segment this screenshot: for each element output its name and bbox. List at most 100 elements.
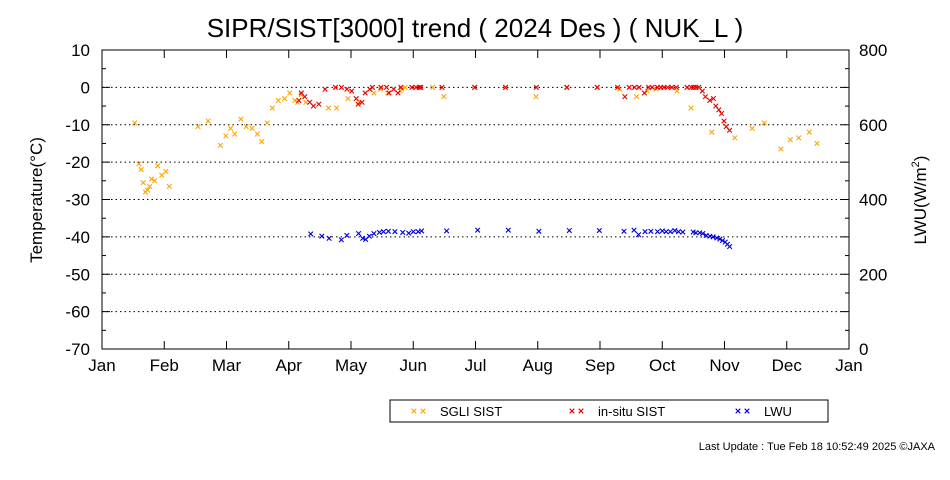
in-situ-sist-point [348, 88, 355, 94]
lwu-point [371, 230, 377, 237]
lwu-point [566, 227, 573, 234]
sgli-sist-point [163, 168, 169, 175]
sgli-sist-point [371, 90, 377, 96]
in-situ-sist-point [721, 118, 727, 124]
legend-label-in-situ-sist: in-situ SIST [598, 404, 665, 419]
in-situ-sist-point [472, 84, 478, 91]
sgli-sist-point [275, 97, 281, 104]
y-tick-label: -20 [65, 153, 90, 172]
lwu-point [326, 235, 332, 242]
in-situ-sist-point [395, 90, 401, 96]
in-situ-sist-point [398, 84, 404, 91]
legend-marker [411, 408, 417, 414]
y2-tick-label: 800 [859, 41, 887, 60]
in-situ-sist-point [710, 95, 717, 102]
legend-marker [578, 408, 584, 414]
lwu-point [710, 234, 716, 240]
sgli-sist-point [325, 105, 332, 111]
lwu-point [376, 229, 383, 236]
sgli-sist-point [259, 138, 265, 145]
chart-title: SIPR/SIST[3000] trend ( 2024 Des ) ( NUK… [207, 13, 744, 43]
y2-axis-label: LWU(W/m2) [910, 156, 930, 245]
sgli-sist-point [688, 105, 694, 111]
x-tick-label: Sep [585, 356, 615, 375]
in-situ-sist-point [702, 94, 709, 100]
x-tick-label: Oct [649, 356, 676, 375]
lwu-point [400, 229, 406, 236]
lwu-point [410, 228, 417, 235]
lwu-point [719, 237, 726, 244]
sgli-sist-point [345, 95, 351, 102]
legend-marker [735, 408, 741, 414]
lwu-point [418, 228, 425, 234]
lwu-point [380, 228, 387, 235]
y2-tick-label: 400 [859, 191, 887, 210]
lwu-point [596, 227, 603, 234]
y-tick-label: -30 [65, 191, 90, 210]
in-situ-sist-point [533, 84, 540, 91]
x-tick-label: Aug [523, 356, 553, 375]
legend-box [389, 399, 829, 423]
in-situ-sist-point [302, 94, 308, 100]
lwu-point [631, 227, 637, 233]
in-situ-sist-point [669, 84, 675, 91]
sgli-sist-point [333, 105, 340, 111]
lwu-point [675, 228, 682, 235]
legend-marker [744, 408, 750, 414]
in-situ-sist-point [359, 99, 365, 106]
sgli-sist-point [385, 90, 391, 96]
y-axis-label: Temperature(°C) [27, 137, 46, 263]
sgli-sist-point [281, 95, 288, 102]
in-situ-sist-point [362, 90, 368, 96]
sgli-sist-point [146, 183, 153, 190]
in-situ-sist-point [726, 127, 733, 134]
lwu-point [717, 236, 723, 242]
lwu-point [648, 228, 654, 234]
lwu-point [319, 233, 325, 239]
lwu-point [505, 227, 511, 233]
in-situ-sist-point [564, 84, 570, 91]
in-situ-sist-point [296, 97, 302, 104]
in-situ-sist-point [338, 84, 345, 91]
sgli-sist-point [217, 142, 224, 148]
lwu-point [635, 231, 642, 238]
sgli-sist-point [732, 135, 738, 141]
lwu-point [443, 228, 450, 234]
y-tick-label: -50 [65, 265, 90, 284]
y2-axis-label-main: LWU(W/m [911, 167, 930, 244]
grid-lines [102, 86, 849, 313]
in-situ-sist-point [391, 86, 397, 92]
sgli-sist-point [761, 120, 767, 126]
in-situ-sist-point [684, 84, 690, 91]
sgli-sist-point [429, 84, 436, 91]
sgli-sist-point [298, 92, 304, 98]
in-situ-sist-point [622, 94, 628, 100]
sgli-sist-point [223, 133, 229, 139]
sgli-sist-point [709, 129, 715, 135]
sgli-sist-point [806, 129, 812, 135]
in-situ-sist-point [378, 84, 384, 91]
sgli-sist-point [644, 88, 650, 94]
lwu-point [667, 228, 674, 235]
sgli-sist-point [138, 166, 144, 173]
sgli-sist-point [778, 146, 784, 152]
lwu-point [642, 228, 648, 235]
sgli-sist-point [243, 123, 249, 130]
sgli-sist-point [231, 131, 238, 137]
legend: SGLI SIST in-situ SIST LWU [389, 399, 829, 423]
in-situ-sist-point [614, 84, 621, 91]
in-situ-sist-point [641, 90, 648, 96]
sgli-sist-point [195, 123, 201, 130]
in-situ-sist-point [310, 103, 317, 109]
legend-marker [569, 408, 575, 414]
lwu-point [474, 227, 481, 233]
sgli-sist-point [814, 140, 820, 147]
sgli-sist-point [132, 120, 138, 126]
sgli-sist-point [144, 187, 151, 193]
in-situ-sist-point [355, 101, 361, 107]
x-tick-label: Mar [212, 356, 242, 375]
sgli-sist-point [787, 137, 793, 143]
sgli-sist-point [148, 176, 155, 182]
in-situ-sist-point [626, 84, 632, 91]
y2-axis-label-superscript: 2 [910, 161, 922, 167]
